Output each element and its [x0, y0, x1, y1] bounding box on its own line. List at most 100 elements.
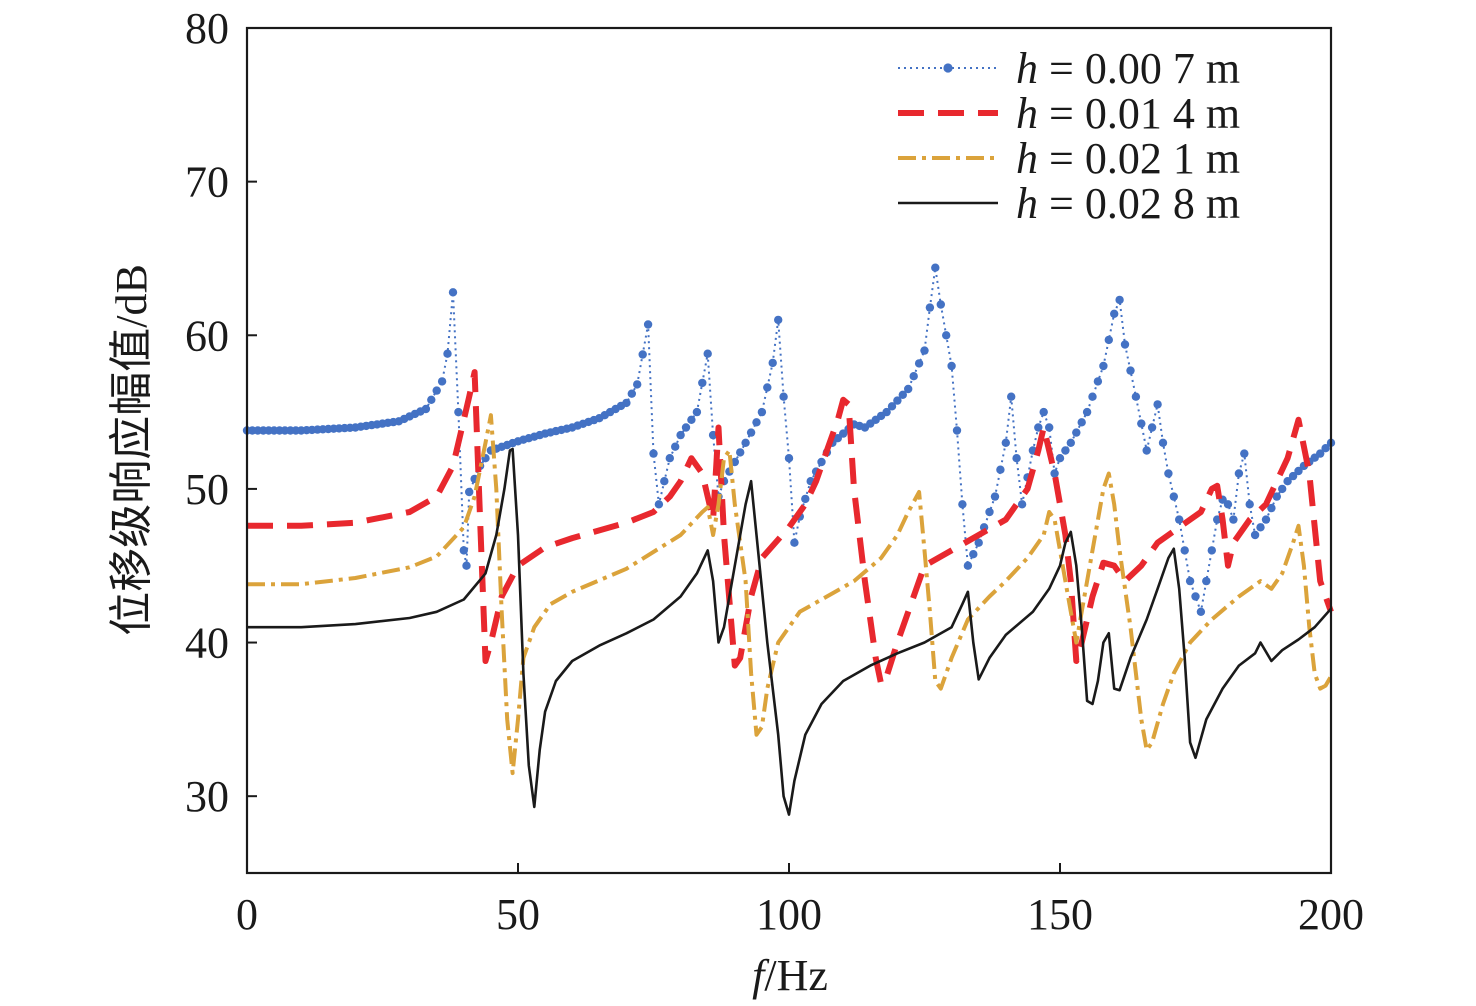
data-point [1164, 469, 1173, 478]
legend-item: h = 0.01 4 m [898, 89, 1240, 138]
data-point [681, 423, 691, 432]
data-point [1294, 466, 1303, 476]
y-tick-label: 30 [185, 772, 229, 821]
data-point [692, 407, 702, 417]
legend-label: h = 0.02 8 m [1016, 179, 1240, 228]
data-point [676, 430, 685, 440]
data-point [736, 448, 745, 457]
data-point [936, 300, 945, 309]
data-point [462, 561, 471, 570]
data-point [1045, 423, 1054, 432]
legend-label: h = 0.02 1 m [1016, 134, 1240, 183]
y-tick-label: 40 [185, 619, 229, 668]
data-point [1088, 392, 1097, 401]
data-point [1245, 500, 1254, 509]
data-point [1261, 515, 1271, 524]
data-point [1153, 400, 1162, 409]
data-point [703, 349, 712, 358]
series-line-2 [247, 369, 1334, 687]
data-point [1207, 546, 1217, 555]
data-point [1267, 503, 1276, 513]
data-point [465, 487, 474, 497]
axis-ticks: 0 50 100 150 200 30 40 50 60 70 80 [185, 4, 1364, 939]
y-axis-label: 位移级响应幅值/dB [107, 264, 156, 636]
data-point [942, 331, 951, 340]
data-point [1147, 423, 1157, 432]
data-point [665, 454, 674, 463]
y-tick-label: 50 [185, 465, 229, 514]
data-point [1017, 500, 1027, 509]
data-point [985, 507, 994, 517]
legend-marker [943, 63, 953, 73]
legend-item: h = 0.00 7 m [898, 44, 1240, 93]
data-point [1180, 546, 1189, 555]
data-point [1288, 471, 1298, 481]
data-point [649, 449, 658, 458]
data-point [1055, 454, 1065, 463]
data-point [947, 361, 956, 371]
data-point [1104, 335, 1114, 345]
data-point [1321, 444, 1330, 453]
data-point [931, 263, 940, 272]
data-point [1250, 530, 1260, 540]
x-tick-label: 100 [756, 890, 822, 939]
data-point [443, 349, 452, 358]
data-point [1082, 407, 1092, 417]
data-point [1131, 392, 1141, 401]
data-point [448, 288, 458, 297]
data-point [904, 384, 913, 394]
data-point [996, 465, 1005, 474]
legend-label: h = 0.01 4 m [1016, 89, 1240, 138]
series-line-3 [247, 413, 1333, 776]
data-point [801, 494, 810, 504]
legend: h = 0.00 7 mh = 0.01 4 mh = 0.02 1 mh = … [898, 44, 1240, 228]
data-point [1142, 446, 1151, 455]
x-axis-label: f/Hz [752, 951, 828, 1000]
data-point [1039, 407, 1048, 417]
series-markers-1 [242, 263, 1336, 616]
data-point [952, 426, 962, 435]
data-point [887, 402, 897, 411]
y-tick-label: 70 [185, 158, 229, 207]
data-point [454, 407, 463, 417]
data-point [1099, 361, 1108, 371]
data-point [757, 407, 767, 417]
data-point [654, 500, 664, 509]
data-point [660, 477, 669, 486]
data-point [671, 442, 680, 451]
data-point [1196, 607, 1206, 616]
data-point [741, 438, 750, 447]
data-point [1278, 484, 1287, 494]
data-point [920, 346, 929, 355]
data-point [698, 378, 707, 388]
data-point [817, 457, 826, 467]
data-point [882, 407, 891, 417]
data-point [627, 389, 636, 398]
y-tick-label: 60 [185, 311, 229, 360]
data-point [969, 550, 978, 559]
data-point [432, 386, 441, 395]
data-point [1202, 576, 1211, 586]
data-point [914, 359, 924, 368]
x-tick-label: 50 [496, 890, 540, 939]
data-point [1316, 449, 1325, 458]
data-point [790, 538, 799, 547]
data-point [1158, 438, 1168, 447]
data-point [1066, 438, 1076, 447]
data-point [974, 538, 983, 547]
data-point [1223, 500, 1233, 509]
data-point [1110, 309, 1119, 318]
data-point [1077, 418, 1086, 427]
data-point [1185, 576, 1195, 586]
data-point [925, 303, 935, 312]
data-point [1120, 340, 1130, 349]
data-point [763, 383, 772, 392]
data-point [779, 392, 788, 401]
data-point [638, 350, 647, 359]
plot-series [242, 263, 1336, 816]
legend-label: h = 0.00 7 m [1016, 44, 1240, 93]
data-point [1061, 446, 1070, 455]
data-point [768, 358, 777, 368]
data-point [437, 377, 447, 386]
